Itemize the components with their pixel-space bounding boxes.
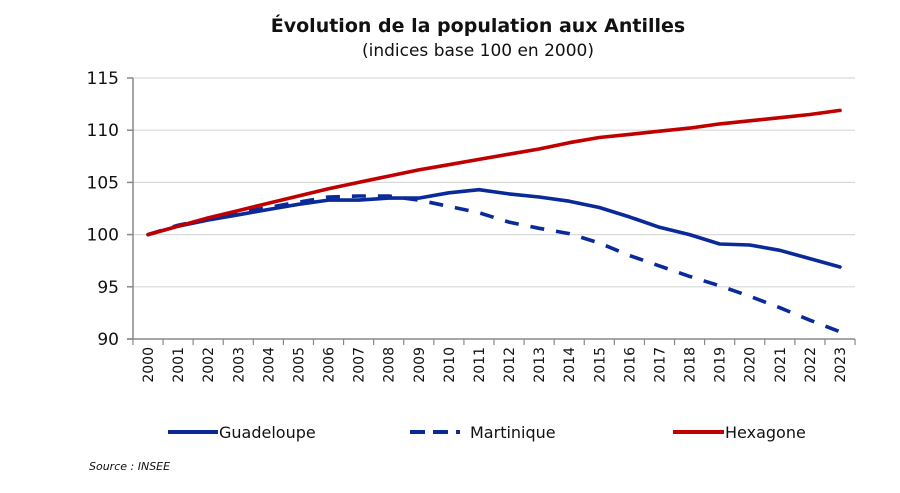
series-line-hexagone [146, 108, 842, 237]
legend-item-guadeloupe[interactable]: Guadeloupe [168, 423, 316, 442]
x-axis: 2000 2001 2002 2003 2004 2005 2006 2007 2008 2009… [127, 78, 856, 383]
x-tick-label: 2005 [291, 347, 307, 383]
x-tick-label: 2001 [171, 347, 187, 383]
chart-subtitle: (indices base 100 en 2000) [362, 41, 594, 61]
legend-item-martinique[interactable]: Martinique [410, 423, 556, 442]
y-tick-label: 90 [97, 330, 119, 350]
source-note: Source : INSEE [89, 460, 170, 473]
y-tick-label: 110 [87, 121, 119, 141]
y-axis-ticks: 90 95 100 105 110 115 [87, 69, 133, 350]
x-tick-label: 2019 [713, 347, 729, 383]
x-tick-label: 2010 [442, 347, 458, 383]
x-tick-label: 2023 [833, 347, 849, 383]
x-tick-label: 2003 [231, 347, 247, 383]
x-tick-label: 2007 [352, 347, 368, 383]
x-tick-label: 2000 [141, 347, 157, 383]
series-lines [146, 108, 842, 334]
legend-label-guadeloupe: Guadeloupe [219, 423, 316, 442]
chart-title: Évolution de la population aux Antilles [271, 14, 685, 37]
series-line-martinique [147, 194, 841, 334]
x-tick-label: 2015 [592, 347, 608, 383]
y-tick-label: 95 [97, 278, 119, 298]
x-tick-label: 2020 [743, 347, 759, 383]
x-tick-label: 2017 [652, 347, 668, 383]
x-tick-label: 2009 [412, 347, 428, 383]
x-tick-label: 2008 [382, 347, 398, 383]
x-tick-label: 2013 [532, 347, 548, 383]
y-tick-label: 105 [87, 173, 119, 193]
x-tick-label: 2006 [322, 347, 338, 383]
x-tick-label: 2002 [201, 347, 217, 383]
x-tick-label: 2012 [502, 347, 518, 383]
y-tick-label: 100 [87, 226, 119, 246]
legend-label-hexagone: Hexagone [725, 423, 806, 442]
legend-label-martinique: Martinique [470, 423, 556, 442]
x-tick-label: 2014 [562, 347, 578, 383]
x-tick-label: 2004 [261, 347, 277, 383]
legend: Guadeloupe Martinique Hexagone [168, 423, 806, 442]
y-tick-label: 115 [87, 69, 119, 89]
x-tick-label: 2016 [622, 347, 638, 383]
x-tick-label: 2011 [472, 347, 488, 383]
x-tick-label: 2018 [683, 347, 699, 383]
series-line-guadeloupe [146, 187, 842, 269]
legend-item-hexagone[interactable]: Hexagone [673, 423, 806, 442]
x-tick-label: 2022 [803, 347, 819, 383]
x-tick-label: 2021 [773, 347, 789, 383]
gridlines [133, 77, 855, 288]
